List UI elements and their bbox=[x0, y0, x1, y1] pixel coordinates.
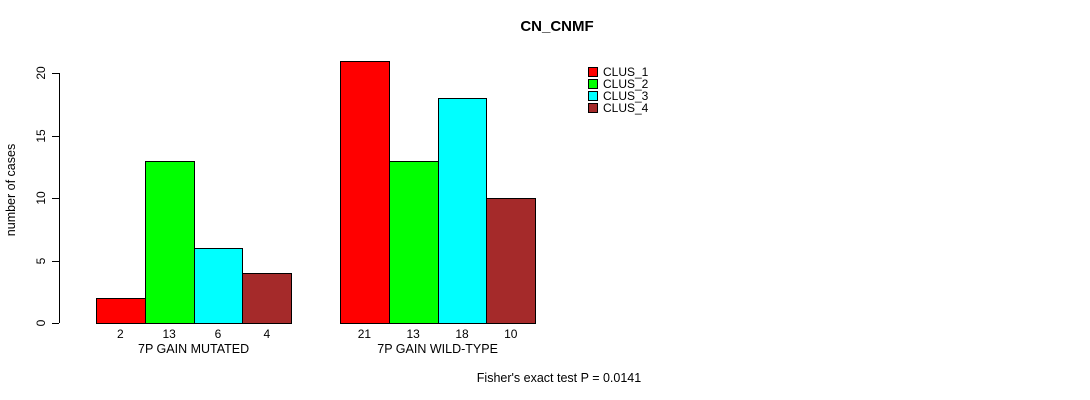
bar-value-label: 4 bbox=[263, 327, 271, 341]
y-tick-label: 0 bbox=[34, 319, 48, 327]
y-tick-label: 5 bbox=[34, 257, 48, 264]
x-group-label: 7P GAIN MUTATED bbox=[138, 342, 250, 356]
legend-swatch-clus_4 bbox=[588, 103, 598, 113]
y-axis-tick bbox=[52, 73, 59, 74]
bar-value-label: 13 bbox=[406, 327, 420, 341]
y-axis-tick bbox=[52, 260, 59, 262]
bar-clus_1 bbox=[340, 60, 390, 324]
chart-title: CN_CNMF bbox=[520, 18, 594, 35]
legend-label-clus_4: CLUS_4 bbox=[603, 101, 649, 115]
y-axis-line bbox=[59, 73, 60, 323]
bar-clus_3 bbox=[193, 248, 244, 324]
bar-clus_2 bbox=[144, 160, 195, 324]
bar-clus_4 bbox=[486, 198, 537, 324]
x-group-label: 7P GAIN WILD-TYPE bbox=[377, 342, 498, 356]
y-axis-tick bbox=[52, 135, 59, 137]
y-axis-label: number of cases bbox=[4, 143, 18, 237]
legend-swatch-clus_1 bbox=[588, 67, 598, 77]
legend-label-clus_3: CLUS_3 bbox=[603, 89, 649, 103]
bar-value-label: 2 bbox=[117, 327, 124, 341]
legend-swatch-clus_3 bbox=[588, 91, 598, 101]
bar-value-label: 13 bbox=[162, 327, 176, 341]
y-axis-tick bbox=[52, 198, 59, 199]
bar-value-label: 18 bbox=[455, 327, 469, 341]
bar-value-label: 6 bbox=[214, 327, 222, 341]
y-tick-label: 20 bbox=[34, 66, 48, 80]
y-tick-label: 15 bbox=[34, 128, 48, 143]
legend-label-clus_2: CLUS_2 bbox=[603, 77, 649, 91]
footnote: Fisher's exact test P = 0.0141 bbox=[476, 371, 642, 385]
bar-value-label: 21 bbox=[357, 327, 372, 341]
legend-label-clus_1: CLUS_1 bbox=[603, 65, 649, 79]
y-axis-tick bbox=[52, 323, 59, 324]
bar-clus_4 bbox=[242, 273, 293, 324]
bar-clus_2 bbox=[388, 160, 439, 324]
bar-clus_3 bbox=[437, 98, 488, 324]
legend-swatch-clus_2 bbox=[588, 79, 598, 89]
bar-clus_1 bbox=[96, 298, 146, 324]
bar-value-label: 10 bbox=[504, 327, 518, 341]
y-tick-label: 10 bbox=[34, 191, 48, 205]
